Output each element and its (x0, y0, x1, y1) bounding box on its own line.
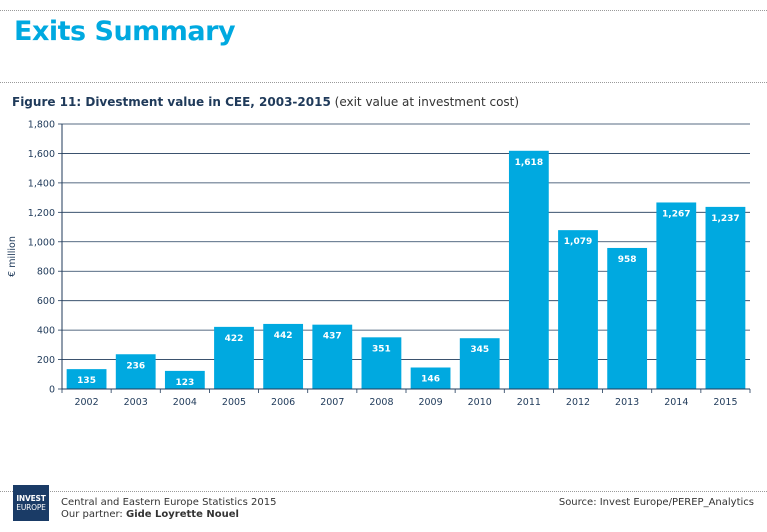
partner-prefix: Our partner: (61, 509, 126, 520)
y-tick-label-200: 200 (37, 355, 55, 366)
y-tick-label-600: 600 (37, 296, 55, 307)
publication-name: Central and Eastern Europe Statistics 20… (61, 497, 277, 508)
bar-2004 (164, 370, 205, 389)
bar-2002 (66, 369, 107, 389)
bar-2006 (263, 323, 304, 389)
data-label-2008: 351 (372, 344, 391, 354)
x-tick-label-2008: 2008 (369, 397, 393, 408)
x-tick-label-2012: 2012 (566, 397, 590, 408)
footer-divider (0, 491, 767, 492)
data-label-2009: 146 (421, 375, 440, 385)
bar-2013 (607, 247, 648, 389)
data-label-2010: 345 (470, 345, 489, 355)
data-label-2003: 236 (126, 361, 145, 371)
x-tick-label-2009: 2009 (418, 397, 442, 408)
data-label-2005: 422 (225, 334, 244, 344)
x-tick-label-2015: 2015 (713, 397, 737, 408)
page-title: Exits Summary (14, 16, 236, 47)
figure-title-main: Figure 11: Divestment value in CEE, 2003… (12, 95, 331, 109)
bar-2008 (361, 337, 402, 389)
source-note: Source: Invest Europe/PEREP_Analytics (558, 497, 754, 508)
x-tick-label-2011: 2011 (517, 397, 541, 408)
figure-title: Figure 11: Divestment value in CEE, 2003… (12, 95, 519, 109)
x-tick-label-2010: 2010 (468, 397, 492, 408)
section-divider (0, 82, 767, 83)
data-label-2004: 123 (175, 378, 194, 388)
data-label-2011: 1,618 (515, 158, 543, 168)
bar-2011 (508, 150, 549, 389)
x-tick-label-2003: 2003 (124, 397, 148, 408)
bar-2015 (705, 206, 746, 389)
invest-europe-logo: INVEST EUROPE (13, 485, 49, 521)
x-tick-label-2004: 2004 (173, 397, 197, 408)
data-label-2002: 135 (77, 376, 96, 386)
y-tick-label-1600: 1,600 (28, 149, 55, 160)
partner-name: Gide Loyrette Nouel (125, 509, 239, 520)
bar-2005 (214, 326, 254, 389)
footer-publication-info: Central and Eastern Europe Statistics 20… (61, 497, 276, 521)
x-tick-label-2007: 2007 (320, 397, 344, 408)
partner-line: Our partner: Gide Loyrette Nouel (61, 509, 276, 521)
x-tick-label-2005: 2005 (222, 397, 246, 408)
data-label-2013: 958 (618, 255, 637, 265)
y-tick-label-0: 0 (49, 385, 55, 396)
bar-2014 (656, 202, 697, 389)
x-tick-label-2014: 2014 (664, 397, 688, 408)
y-tick-label-1400: 1,400 (28, 178, 55, 189)
bar-2009 (410, 367, 451, 389)
y-tick-label-1200: 1,200 (28, 208, 55, 219)
bar-2010 (459, 338, 500, 389)
logo-line-1: INVEST (16, 494, 46, 503)
y-tick-label-1000: 1,000 (28, 237, 55, 248)
data-label-2007: 437 (323, 332, 342, 342)
divestment-bar-chart: 0 200 400 600 800 1,000 1,200 1,400 1,600 1,800 € … (7, 120, 751, 408)
logo-line-2: EUROPE (16, 503, 46, 512)
top-divider (0, 10, 767, 11)
y-tick-label-400: 400 (37, 326, 55, 337)
y-tick-label-800: 800 (37, 267, 55, 278)
figure-title-note: (exit value at investment cost) (334, 95, 520, 109)
x-tick-label-2013: 2013 (615, 397, 639, 408)
y-axis-label: € million (7, 236, 18, 277)
data-label-2006: 442 (274, 331, 293, 341)
data-label-2012: 1,079 (564, 237, 592, 247)
bar-2007 (312, 324, 353, 389)
bar-2012 (558, 230, 598, 389)
data-label-2015: 1,237 (711, 214, 739, 224)
x-tick-label-2002: 2002 (74, 397, 98, 408)
x-tick-label-2006: 2006 (271, 397, 295, 408)
y-tick-label-1800: 1,800 (28, 120, 55, 131)
data-label-2014: 1,267 (662, 209, 690, 219)
bar-2003 (115, 354, 156, 389)
